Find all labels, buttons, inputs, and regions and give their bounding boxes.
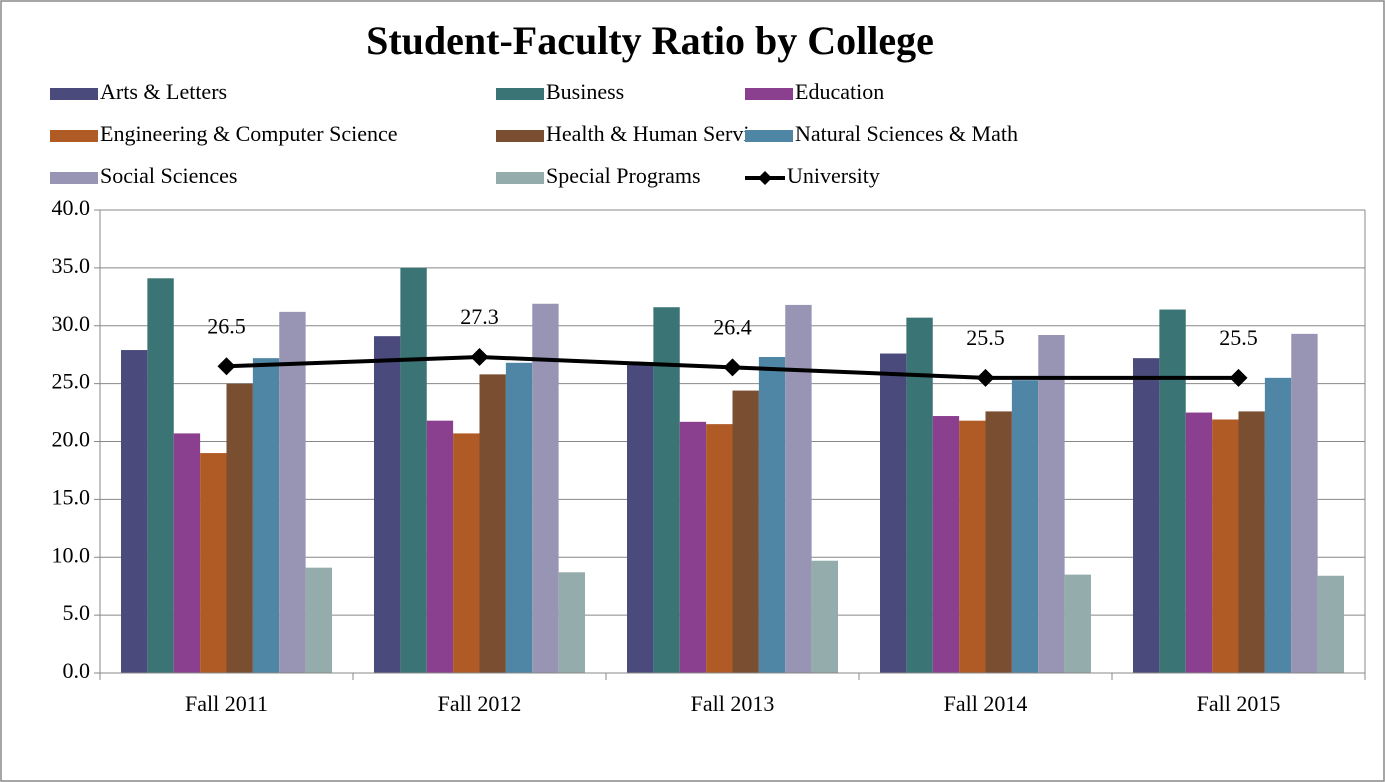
bar (932, 416, 960, 673)
bar (626, 365, 654, 673)
bar (785, 304, 812, 673)
bar (706, 424, 733, 673)
legend-swatch (496, 88, 544, 100)
bar (811, 560, 839, 673)
y-tick-label: 10.0 (52, 542, 91, 567)
line-marker (470, 348, 489, 367)
line-marker (217, 357, 236, 376)
legend-label: Social Sciences (100, 163, 237, 188)
bar (558, 572, 586, 673)
bar (1212, 419, 1239, 673)
legend-label: Arts & Letters (100, 79, 227, 104)
bar (426, 420, 454, 673)
x-tick-label: Fall 2013 (691, 691, 775, 716)
chart-title: Student-Faculty Ratio by College (366, 18, 934, 63)
bar (373, 336, 401, 673)
legend-swatch (496, 130, 544, 142)
bar (226, 383, 253, 673)
bar (1011, 380, 1039, 673)
bar (758, 357, 786, 673)
legend-swatch (745, 88, 793, 100)
line-marker (723, 358, 742, 377)
legend-label: Engineering & Computer Science (100, 121, 398, 146)
x-tick-label: Fall 2014 (944, 691, 1028, 716)
legend-label: University (787, 163, 880, 188)
bar (305, 567, 333, 673)
bar (453, 433, 480, 673)
bar (200, 453, 227, 673)
legend-swatch (50, 130, 98, 142)
bar (1159, 309, 1186, 673)
bar (1238, 411, 1265, 673)
bar (879, 353, 907, 673)
legend-label: Health & Human Services (546, 121, 778, 146)
bar (173, 433, 201, 673)
data-label: 25.5 (1219, 325, 1258, 350)
bar (732, 390, 759, 673)
bar (120, 350, 148, 673)
legend-label: Business (546, 79, 624, 104)
bar (400, 267, 427, 673)
bar (959, 420, 986, 673)
data-label: 25.5 (966, 325, 1005, 350)
line-marker (1229, 368, 1248, 387)
legend-swatch (496, 172, 544, 184)
legend-label: Natural Sciences & Math (795, 121, 1018, 146)
y-tick-label: 30.0 (52, 311, 91, 336)
bar (147, 278, 174, 673)
bar (505, 362, 533, 673)
bar (679, 421, 707, 673)
legend-label: Education (795, 79, 884, 104)
bar (1317, 575, 1345, 673)
legend-label: Special Programs (546, 163, 701, 188)
bar (1185, 412, 1213, 673)
x-tick-label: Fall 2012 (438, 691, 522, 716)
bar (1132, 358, 1160, 673)
legend-marker (758, 171, 772, 185)
y-tick-label: 25.0 (52, 369, 91, 394)
data-label: 27.3 (460, 304, 499, 329)
y-tick-label: 40.0 (52, 195, 91, 220)
line-marker (976, 368, 995, 387)
bar (1264, 377, 1292, 673)
bar (653, 307, 680, 673)
bar (1038, 335, 1065, 673)
x-tick-label: Fall 2011 (185, 691, 268, 716)
legend-swatch (50, 88, 98, 100)
bar (1064, 574, 1092, 673)
bar (532, 303, 559, 673)
bar (479, 374, 506, 673)
data-label: 26.4 (713, 314, 752, 339)
data-label: 26.5 (207, 313, 246, 338)
bar (985, 411, 1012, 673)
y-tick-label: 15.0 (52, 484, 91, 509)
bar (1291, 333, 1318, 673)
bar (279, 311, 306, 673)
y-tick-label: 35.0 (52, 253, 91, 278)
y-tick-label: 20.0 (52, 427, 91, 452)
legend-swatch (50, 172, 98, 184)
y-tick-label: 0.0 (63, 658, 91, 683)
legend-swatch (745, 130, 793, 142)
bar (906, 317, 933, 673)
x-tick-label: Fall 2015 (1197, 691, 1281, 716)
bar (252, 358, 280, 673)
y-tick-label: 5.0 (63, 600, 91, 625)
